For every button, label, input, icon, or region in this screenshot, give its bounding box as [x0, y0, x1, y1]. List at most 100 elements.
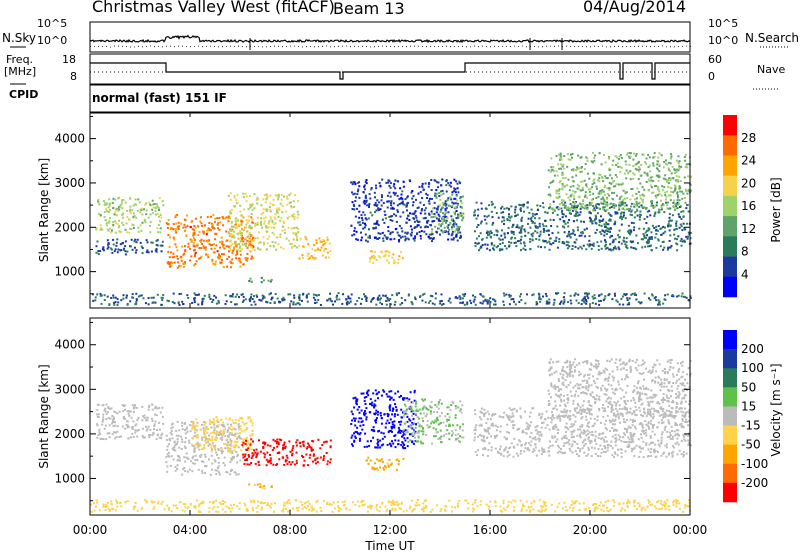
- ytick-label-power-2: 3000: [54, 176, 85, 190]
- colorbar-swatch-velocity-3: [723, 387, 737, 407]
- echo-region-power-0: [95, 196, 165, 234]
- colorbar-tick-velocity-0: 200: [741, 342, 764, 356]
- ytick-label-power-3: 4000: [54, 132, 85, 146]
- colorbar-label-velocity: Velocity [m s⁻¹]: [769, 363, 783, 456]
- noise-sky-trace: [89, 34, 691, 44]
- colorbar-swatch-power-5: [723, 216, 737, 237]
- colorbar-tick-power-0: 4: [741, 267, 749, 281]
- colorbar-tick-velocity-2: 50: [741, 380, 756, 394]
- echo-region-power-1: [95, 238, 164, 256]
- ytick-label-velocity-2: 3000: [54, 382, 85, 396]
- echo-region-power-9: [473, 200, 692, 252]
- echo-region-velocity-2: [191, 416, 254, 453]
- panel-power: [89, 111, 737, 309]
- echo-region-velocity-7: [402, 398, 465, 445]
- freq-unit-label: [MHz]: [4, 65, 37, 78]
- echo-region-power-2: [165, 214, 255, 269]
- colorbar-swatch-power-6: [723, 236, 737, 257]
- colorbar-tick-power-6: 28: [741, 131, 756, 145]
- echo-region-power-4: [298, 236, 332, 261]
- colorbar-power: [723, 115, 737, 298]
- colorbar-swatch-velocity-4: [723, 406, 737, 426]
- xtick-label-2: 08:00: [273, 523, 308, 537]
- nsearch-tick-bottom: 10^0: [708, 34, 739, 47]
- date-label: 04/Aug/2014: [583, 0, 687, 16]
- colorbar-swatch-velocity-7: [723, 463, 737, 484]
- nave-tick-top: 60: [708, 53, 722, 66]
- noise-strip-frame: [89, 21, 691, 53]
- echo-region-velocity-0: [96, 403, 165, 441]
- xtick-label-5: 20:00: [573, 523, 608, 537]
- freq-strip-frame: [89, 53, 691, 85]
- nsky-label: N.Sky: [2, 31, 37, 45]
- colorbar-tick-velocity-6: -100: [741, 457, 768, 471]
- colorbar-tick-velocity-7: -200: [741, 476, 768, 490]
- colorbar-swatch-power-8: [723, 276, 737, 298]
- echo-region-power-7: [368, 250, 404, 265]
- echo-region-velocity-8: [473, 407, 692, 459]
- ylabel-power: Slant Range [km]: [37, 158, 51, 262]
- colorbar-tick-power-4: 20: [741, 176, 756, 190]
- colorbar-tick-velocity-3: 15: [741, 399, 756, 413]
- xtick-label-0: 00:00: [73, 523, 108, 537]
- colorbar-tick-velocity-4: -15: [741, 419, 761, 433]
- ground-band-velocity: [90, 499, 692, 513]
- xlabel: Time UT: [364, 539, 415, 553]
- echo-region-power-8: [430, 192, 465, 234]
- echo-region-velocity-6: [365, 456, 405, 472]
- station-title: Christmas Valley West (fitACF): [92, 0, 335, 16]
- colorbar-swatch-velocity-2: [723, 368, 737, 388]
- ytick-label-velocity-0: 1000: [54, 471, 85, 485]
- colorbar-tick-power-1: 8: [741, 245, 749, 259]
- nsky-tick-bottom: 10^0: [37, 34, 68, 47]
- colorbar-swatch-power-2: [723, 155, 737, 176]
- colorbar-tick-power-2: 12: [741, 222, 756, 236]
- echo-region-velocity-3: [241, 438, 332, 467]
- colorbar-swatch-power-0: [723, 115, 737, 136]
- nave-label: Nave: [757, 63, 786, 76]
- ylabel-velocity: Slant Range [km]: [37, 364, 51, 468]
- echo-region-velocity-4: [248, 483, 273, 490]
- frequency-trace: [90, 62, 690, 80]
- colorbar-swatch-power-4: [723, 195, 737, 217]
- ytick-label-power-0: 1000: [54, 265, 85, 279]
- echo-region-power-3: [227, 192, 300, 252]
- colorbar-tick-velocity-1: 100: [741, 361, 764, 375]
- colorbar-swatch-velocity-5: [723, 425, 737, 445]
- echo-region-power-5: [248, 276, 273, 284]
- echo-region-velocity-5: [350, 389, 417, 450]
- colorbar-swatch-velocity-6: [723, 444, 737, 465]
- nsearch-tick-top: 10^5: [708, 17, 739, 30]
- colorbar-velocity: [723, 330, 737, 503]
- colorbar-swatch-velocity-1: [723, 349, 737, 369]
- beam-label: Beam 13: [333, 0, 405, 18]
- echo-region-power-10: [547, 151, 692, 212]
- noise-search-trace: [90, 45, 691, 48]
- xtick-label-1: 04:00: [173, 523, 208, 537]
- colorbar-tick-velocity-5: -50: [741, 438, 761, 452]
- colorbar-swatch-velocity-0: [723, 330, 737, 350]
- colorbar-tick-power-5: 24: [741, 154, 756, 168]
- colorbar-tick-power-3: 16: [741, 199, 756, 213]
- colorbar-swatch-velocity-8: [723, 482, 737, 503]
- nsearch-label: N.Search: [745, 31, 800, 45]
- echo-region-velocity-1: [165, 420, 242, 476]
- colorbar-swatch-power-7: [723, 256, 737, 278]
- xtick-label-4: 16:00: [473, 523, 508, 537]
- xtick-label-3: 12:00: [373, 523, 408, 537]
- cpid-label: CPID: [9, 88, 39, 101]
- echo-region-velocity-9: [547, 358, 692, 418]
- ytick-label-velocity-3: 4000: [54, 338, 85, 352]
- ground-band-power: [92, 292, 692, 306]
- colorbar-label-power: Power [dB]: [769, 177, 783, 242]
- xtick-label-6: 00:00: [673, 523, 708, 537]
- freq-tick-bottom: 8: [70, 70, 77, 83]
- panel-frame-power: [89, 111, 691, 309]
- ytick-label-velocity-1: 2000: [54, 427, 85, 441]
- nave-tick-bottom: 0: [708, 70, 715, 83]
- colorbar-swatch-power-3: [723, 175, 737, 197]
- freq-label: Freq.: [6, 53, 34, 66]
- mode-text: normal (fast) 151 IF: [92, 91, 227, 105]
- nsky-tick-top: 10^5: [37, 17, 68, 30]
